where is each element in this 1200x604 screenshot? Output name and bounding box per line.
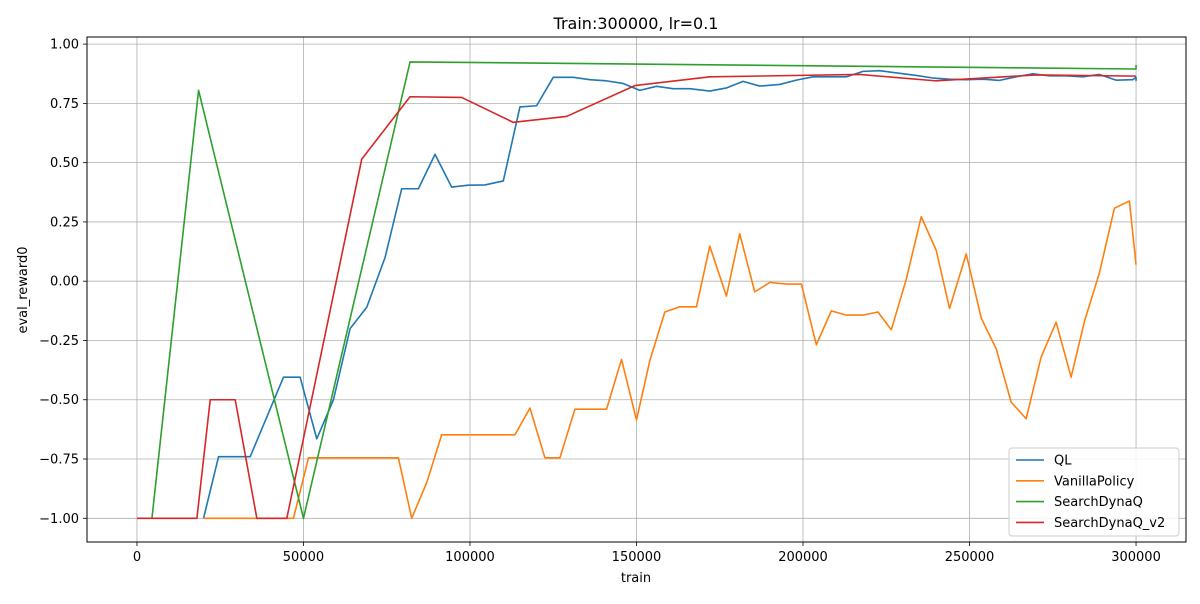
x-tick-label: 0 [133,550,141,565]
x-tick-label: 150000 [612,550,662,565]
legend-label: SearchDynaQ_v2 [1054,516,1165,531]
y-axis-ticks: −1.00 −0.75 −0.50 −0.25 0.00 0.25 0.50 0.75 1.00 [39,38,87,527]
y-tick-label: −0.75 [39,453,79,468]
grid-lines [87,37,1186,542]
y-tick-label: 0.75 [50,97,79,112]
x-tick-label: 200000 [778,550,828,565]
series-line-searchdynaq [151,61,1137,520]
legend-box [1008,447,1180,537]
legend: QL VanillaPolicy SearchDynaQ SearchDynaQ_v2 [1008,447,1180,537]
legend-label: SearchDynaQ [1054,495,1143,510]
legend-label: VanillaPolicy [1054,474,1135,489]
y-tick-label: −1.00 [39,512,79,527]
x-tick-label: 300000 [1111,550,1161,565]
y-axis-label: eval_reward0 [16,246,31,333]
series-line-ql [202,69,1137,519]
y-tick-label: 0.50 [50,156,79,171]
y-tick-label: −0.25 [39,334,79,349]
x-tick-label: 100000 [445,550,495,565]
y-tick-label: 0.25 [50,215,79,230]
series-lines [136,61,1137,520]
y-tick-label: 1.00 [50,38,79,53]
chart-title: Train:300000, lr=0.1 [553,14,719,33]
x-tick-label: 250000 [945,550,995,565]
y-tick-label: 0.00 [50,275,79,290]
x-axis-ticks: 0 50000 100000 150000 200000 250000 300000 [133,542,1161,565]
series-line-searchdynaq-v2 [136,73,1137,520]
y-tick-label: −0.50 [39,393,79,408]
x-tick-label: 50000 [283,550,324,565]
x-axis-label: train [621,571,651,586]
legend-label: QL [1054,454,1072,469]
series-line-vanillapolicy [203,200,1137,520]
